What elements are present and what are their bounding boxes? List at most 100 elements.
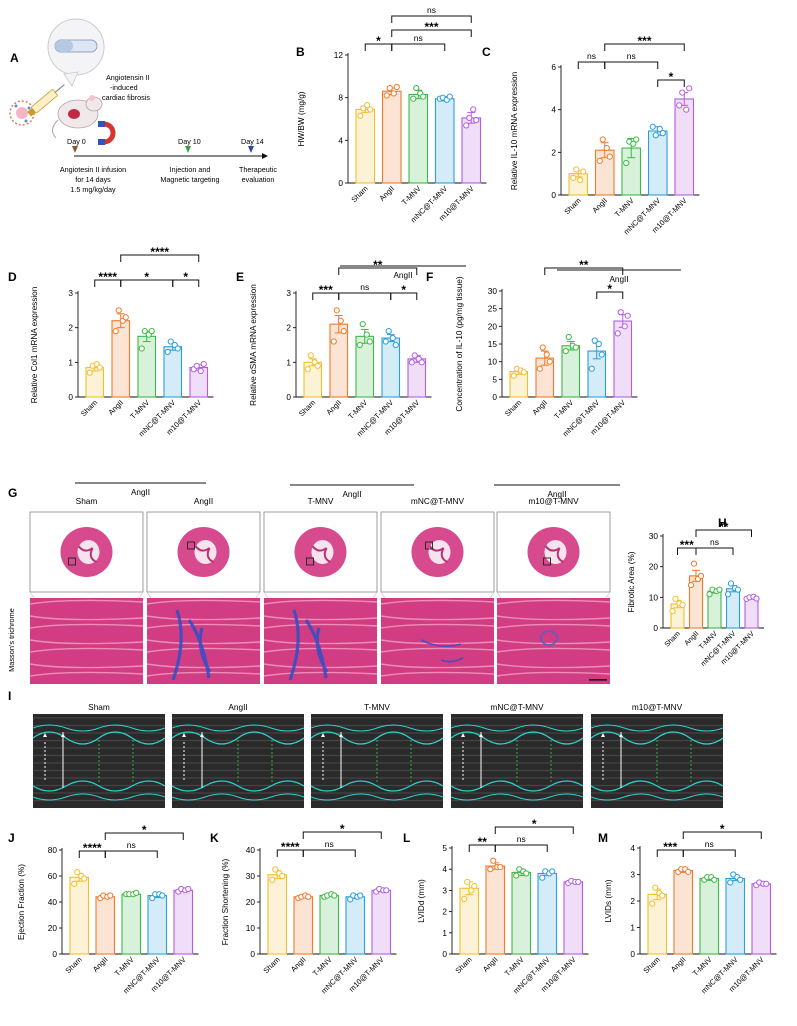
significance-label: ****	[98, 270, 117, 284]
bar-m-3	[725, 877, 746, 955]
echo-group-label: AngII	[228, 702, 247, 712]
significance-label: ns	[414, 33, 423, 43]
significance-bracket	[390, 292, 418, 300]
panel-letter-k: K	[210, 831, 219, 845]
significance-label: **	[579, 258, 589, 272]
data-point	[200, 360, 207, 368]
echo-group-label: Sham	[88, 702, 110, 712]
wall-trace-outer	[32, 793, 166, 801]
zoom-box	[187, 541, 195, 550]
wall-trace-outer	[590, 724, 724, 732]
significance-bracket	[657, 79, 685, 87]
wall-trace-outer	[450, 793, 584, 801]
chart-k: K 0 10 20 30 40 Fraction Shortening (%) Sham Ang…	[210, 822, 397, 995]
data-point	[81, 875, 88, 882]
data-point	[463, 122, 470, 129]
zoom-line	[605, 591, 611, 599]
schematic-title-line2: -induced	[110, 83, 138, 92]
data-point	[614, 330, 621, 337]
measure-arrowhead	[461, 733, 465, 737]
data-point	[197, 367, 204, 375]
data-point	[364, 102, 371, 109]
data-point	[536, 365, 543, 372]
data-point	[96, 364, 103, 371]
significance-label: ***	[637, 34, 651, 48]
data-point	[676, 102, 683, 109]
zoom-line	[255, 591, 261, 599]
data-point	[193, 362, 200, 369]
zoom-line	[138, 591, 144, 599]
myofiber-texture	[146, 671, 261, 677]
echo-group-label: m10@T-MNV	[632, 702, 683, 712]
data-point	[466, 114, 473, 122]
data-point	[133, 889, 140, 897]
data-point	[630, 140, 637, 147]
zoom-box	[425, 541, 433, 550]
data-point	[411, 352, 418, 359]
significance-label: *	[183, 270, 188, 284]
data-point	[497, 863, 504, 871]
data-point	[115, 307, 122, 314]
chart-j: J 0 20 40 60 80 Ejection Fraction (%) Sham AngII…	[8, 823, 199, 995]
myofiber-texture	[29, 599, 144, 605]
data-point	[687, 581, 695, 589]
data-point	[543, 351, 550, 358]
data-point	[410, 95, 417, 102]
injection-line2: Magnetic targeting	[160, 175, 219, 184]
wall-trace-outer	[310, 793, 444, 801]
significance-bracket	[695, 529, 752, 537]
data-point	[386, 84, 393, 92]
measure-arrowhead	[200, 733, 204, 737]
data-point	[86, 369, 93, 376]
significance-bracket	[391, 43, 446, 51]
significance-bracket	[682, 831, 762, 839]
data-point	[363, 331, 370, 338]
category-label: AngII	[590, 196, 609, 215]
category-label: AngII	[91, 955, 110, 974]
panel-letter-g: G	[8, 486, 17, 500]
data-point	[565, 333, 572, 341]
y-axis-label: Fibrotic Area (%)	[627, 551, 636, 612]
significance-bracket	[104, 832, 184, 840]
panel-letter-c: C	[482, 45, 491, 59]
data-point	[539, 874, 546, 881]
data-point	[359, 321, 366, 328]
significance-label: ****	[83, 841, 102, 855]
zoom-line	[489, 591, 495, 599]
bar-k-1	[293, 896, 314, 955]
data-point	[656, 125, 663, 132]
wall-trace-upper	[171, 731, 305, 745]
histology-column-0: Sham	[29, 496, 144, 684]
y-tick-label: 60	[48, 871, 58, 881]
fibrosis-collagen	[420, 639, 464, 663]
myofiber-texture	[146, 615, 261, 621]
bar-l-1	[485, 865, 506, 955]
y-tick-label: 20	[246, 897, 256, 907]
data-point	[167, 338, 174, 345]
fibrosis-collagen	[288, 609, 329, 681]
data-point	[763, 880, 770, 887]
data-point	[471, 883, 478, 890]
masson-zoom-tile	[497, 598, 610, 684]
category-label: Sham	[662, 629, 682, 649]
myofiber-texture	[496, 663, 611, 669]
y-tick-label: 12	[334, 50, 344, 60]
data-point	[623, 159, 630, 167]
y-tick-label: 1	[442, 928, 447, 938]
bar-b-1	[381, 90, 402, 184]
category-label: AngII	[289, 955, 308, 974]
significance-label: ***	[663, 840, 677, 854]
y-tick-label: 25	[488, 304, 498, 314]
bar-l-3	[537, 872, 558, 955]
echo-column-3: mNC@T-MNV	[450, 702, 584, 808]
wall-trace-upper	[590, 731, 724, 745]
data-point	[669, 608, 676, 615]
y-axis-label: LVIDd (mm)	[417, 879, 426, 923]
significance-label: ****	[281, 840, 300, 854]
data-point	[367, 106, 374, 113]
data-point	[356, 341, 363, 349]
data-point	[617, 309, 624, 316]
histology-group-label: mNC@T-MNV	[411, 496, 465, 506]
y-tick-label: 30	[649, 531, 659, 541]
